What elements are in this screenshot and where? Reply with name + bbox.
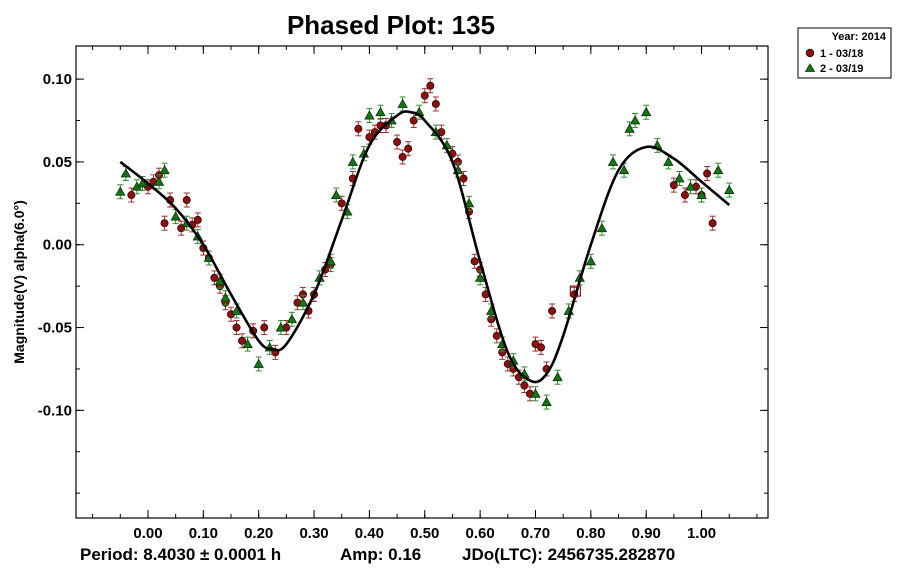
data-point: [463, 198, 475, 208]
data-point: [153, 176, 165, 186]
data-point: [409, 116, 418, 125]
legend-header: Year: 2014: [832, 31, 887, 43]
data-point: [253, 358, 264, 368]
data-point: [375, 106, 386, 117]
data-point: [596, 222, 608, 233]
x-tick-label: 0.00: [133, 525, 162, 542]
data-point: [220, 292, 231, 302]
legend-marker-circle: [805, 48, 815, 58]
legend-entry-1: 1 - 03/18: [820, 48, 863, 60]
data-point: [724, 184, 735, 194]
x-axis: 0.00 0.10 0.20 0.30 0.40 0.50 0.60 0.70 0.80 0.90…: [92, 46, 758, 542]
data-point: [607, 156, 619, 166]
data-point: [703, 169, 712, 178]
highlighted-point-box: [569, 285, 581, 297]
data-point: [404, 144, 413, 153]
data-point: [210, 273, 219, 282]
data-point: [708, 219, 717, 228]
data-point: [393, 138, 402, 147]
plot-frame: [75, 45, 769, 519]
data-point: [520, 381, 529, 390]
data-point: [426, 81, 435, 90]
data-point: [127, 191, 136, 200]
data-point: [585, 255, 597, 266]
x-tick-label: 0.60: [466, 525, 495, 542]
data-point: [242, 338, 253, 349]
data-point: [552, 371, 563, 382]
data-point: [397, 98, 408, 108]
fit-curve: [119, 110, 731, 384]
x-tick-label: 0.90: [632, 525, 661, 542]
data-point: [629, 115, 641, 125]
x-tick-label: 0.40: [355, 525, 384, 542]
data-point: [541, 396, 552, 406]
data-point: [120, 168, 132, 178]
data-point: [354, 124, 363, 133]
x-tick-label: 0.10: [189, 525, 218, 542]
legend-entry-2: 2 - 03/19: [820, 63, 863, 75]
y-tick-label: -0.05: [38, 320, 72, 337]
y-axis: 0.10 0.05 0.00 -0.05 -0.10: [38, 71, 768, 494]
data-point: [663, 156, 674, 166]
data-point: [474, 272, 486, 282]
data-point: [159, 164, 170, 175]
epoch-label: JDo(LTC): 2456735.282870: [462, 545, 675, 564]
data-point: [712, 164, 724, 175]
data-point: [347, 156, 358, 166]
y-tick-label: -0.10: [38, 402, 72, 419]
data-point: [337, 199, 346, 208]
data-point: [238, 336, 247, 345]
data-point: [297, 297, 309, 307]
data-point: [331, 189, 342, 199]
x-tick-label: 0.50: [410, 525, 439, 542]
data-point: [641, 106, 652, 117]
data-point: [160, 219, 169, 228]
data-point: [137, 178, 148, 188]
y-tick-label: 0.00: [43, 237, 72, 254]
data-point: [364, 110, 375, 120]
y-tick-label: 0.05: [43, 154, 72, 171]
data-point: [170, 211, 181, 221]
x-tick-label: 0.70: [521, 525, 550, 542]
data-point: [537, 343, 546, 352]
data-point: [193, 215, 202, 224]
data-series: [115, 78, 735, 410]
data-point: [275, 322, 287, 332]
data-point: [232, 323, 241, 332]
x-tick-label: 0.80: [576, 525, 605, 542]
data-point: [260, 323, 269, 332]
legend-marker-triangle: [804, 63, 816, 72]
data-point: [548, 306, 557, 315]
data-point: [530, 388, 541, 398]
data-point: [685, 181, 696, 191]
x-tick-label: 0.30: [299, 525, 328, 542]
data-point: [696, 189, 707, 199]
chart-title: Phased Plot: 135: [287, 10, 495, 40]
data-point: [115, 186, 126, 196]
data-point: [618, 164, 630, 175]
x-tick-label: 0.20: [244, 525, 273, 542]
data-point: [624, 123, 635, 133]
amplitude-label: Amp: 0.16: [340, 545, 421, 564]
data-point: [459, 174, 468, 183]
data-point: [669, 181, 678, 190]
data-point: [420, 91, 429, 100]
data-point: [470, 257, 479, 266]
y-tick-label: 0.10: [43, 71, 72, 88]
legend: Year: 2014 1 - 03/18 2 - 03/19: [797, 27, 892, 79]
data-point: [680, 191, 689, 200]
data-point: [674, 173, 685, 183]
data-point: [182, 196, 191, 205]
x-tick-label: 1.00: [687, 525, 716, 542]
data-point: [286, 313, 298, 324]
data-point: [492, 331, 501, 340]
y-axis-title: Magnitude(V) alpha(6.0°): [11, 200, 27, 364]
data-point: [398, 152, 407, 161]
data-point: [431, 99, 440, 108]
period-label: Period: 8.4030 ± 0.0001 h: [80, 545, 281, 564]
